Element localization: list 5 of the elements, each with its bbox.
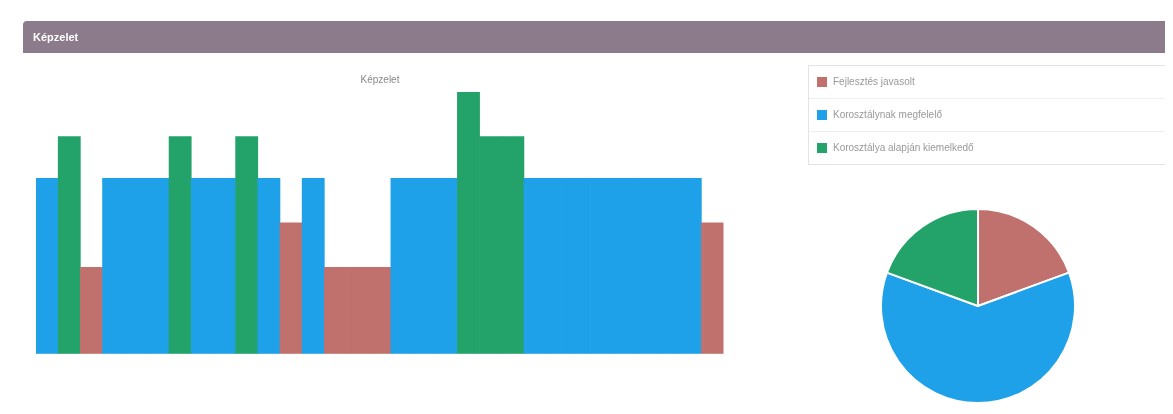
chart-title: Képzelet: [360, 73, 400, 85]
legend-label: Korosztálya alapján kiemelkedő: [833, 141, 974, 155]
legend-label: Fejlesztés javasolt: [833, 75, 915, 89]
text: Képzelet: [32, 30, 80, 45]
legend-label: Korosztálynak megfelelő: [833, 108, 942, 122]
